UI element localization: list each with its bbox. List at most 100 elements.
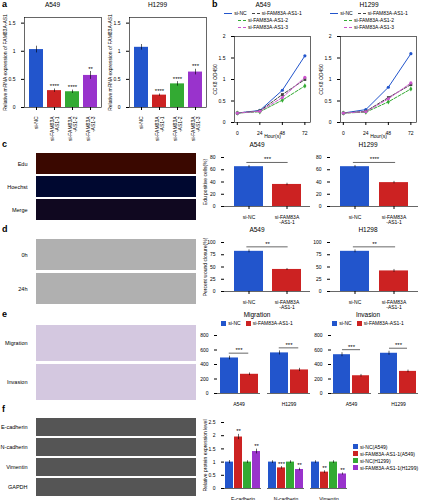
svg-text:****: **** — [173, 76, 183, 82]
svg-text:1.5: 1.5 — [114, 20, 121, 26]
svg-text:Relative mRNA expression of FA: Relative mRNA expression of FAM83A-AS1 — [107, 14, 113, 111]
svg-text:**: ** — [265, 241, 270, 247]
svg-text:40: 40 — [316, 179, 322, 185]
svg-text:Relative protein expression le: Relative protein expression level — [202, 420, 208, 492]
svg-text:1.5: 1.5 — [9, 20, 16, 26]
svg-text:A549: A549 — [233, 401, 245, 407]
svg-text:**: ** — [254, 443, 259, 449]
svg-text:****: **** — [68, 84, 78, 90]
svg-text:si-FAM83A-AS1-3: si-FAM83A-AS1-3 — [85, 116, 96, 141]
svg-text:Edu: Edu — [18, 161, 28, 167]
svg-text:2: 2 — [329, 33, 332, 39]
svg-text:0: 0 — [206, 390, 209, 396]
svg-text:GAPDH: GAPDH — [8, 484, 28, 490]
svg-text:si-NC: si-NC — [349, 299, 362, 305]
svg-text:0: 0 — [319, 203, 322, 209]
svg-text:0: 0 — [329, 119, 332, 125]
svg-text:**: ** — [236, 428, 241, 434]
svg-text:60: 60 — [316, 166, 322, 172]
svg-text:si-NC: si-NC — [33, 116, 39, 129]
svg-text:Relative mRNA expression of FA: Relative mRNA expression of FAM83A-AS1 — [2, 14, 8, 111]
svg-text:0.5: 0.5 — [9, 76, 16, 82]
svg-text:***: *** — [285, 342, 293, 348]
svg-text:Migration: Migration — [5, 340, 28, 346]
svg-text:CCK8 OD450: CCK8 OD450 — [212, 64, 218, 95]
svg-text:***: *** — [348, 344, 356, 350]
svg-text:si-FAM83A-AS1-1: si-FAM83A-AS1-1 — [382, 214, 407, 225]
svg-text:0: 0 — [118, 104, 121, 110]
svg-text:75: 75 — [210, 251, 216, 257]
svg-text:si-FAM83A-AS1-3: si-FAM83A-AS1-3 — [190, 116, 201, 141]
svg-text:72: 72 — [302, 130, 308, 136]
svg-text:***: *** — [395, 342, 403, 348]
svg-text:1: 1 — [329, 76, 332, 82]
svg-text:1.5: 1.5 — [219, 55, 226, 61]
svg-text:Edu positive cells(%): Edu positive cells(%) — [202, 158, 208, 205]
svg-text:2: 2 — [213, 432, 216, 438]
svg-text:24h: 24h — [18, 286, 27, 292]
svg-text:****: **** — [155, 88, 165, 94]
svg-text:0: 0 — [213, 485, 216, 491]
svg-text:50: 50 — [210, 264, 216, 270]
svg-text:1: 1 — [213, 459, 216, 465]
svg-text:si-NC: si-NC — [349, 214, 362, 220]
svg-text:****: **** — [50, 83, 60, 89]
svg-text:Hour(s): Hour(s) — [264, 133, 281, 139]
svg-text:600: 600 — [314, 347, 323, 353]
svg-text:200: 200 — [314, 376, 323, 382]
svg-text:24: 24 — [257, 130, 263, 136]
svg-text:600: 600 — [200, 347, 209, 353]
svg-text:si-FAM83A-AS1-1: si-FAM83A-AS1-1 — [275, 299, 300, 310]
svg-text:si-FAM83A-AS1-1: si-FAM83A-AS1-1 — [154, 116, 165, 141]
svg-text:80: 80 — [210, 154, 216, 160]
svg-text:**: ** — [372, 241, 377, 247]
svg-text:si-FAM83A-AS1-2: si-FAM83A-AS1-2 — [172, 116, 183, 141]
svg-text:25: 25 — [316, 276, 322, 282]
svg-text:1: 1 — [13, 48, 16, 54]
svg-text:1: 1 — [223, 76, 226, 82]
svg-text:****: **** — [370, 156, 380, 162]
svg-text:1.5: 1.5 — [325, 55, 332, 61]
svg-text:0h: 0h — [21, 252, 27, 258]
svg-text:si-NC: si-NC — [243, 299, 256, 305]
svg-text:20: 20 — [316, 191, 322, 197]
svg-text:800: 800 — [200, 332, 209, 338]
svg-text:20: 20 — [210, 191, 216, 197]
svg-text:CCK8 OD450: CCK8 OD450 — [318, 64, 324, 95]
svg-text:0.5: 0.5 — [219, 98, 226, 104]
svg-text:Hour(s): Hour(s) — [370, 133, 387, 139]
svg-text:si-FAM83A-AS1-1: si-FAM83A-AS1-1 — [49, 116, 60, 141]
svg-text:si-FAM83A-AS1-1: si-FAM83A-AS1-1 — [382, 299, 407, 310]
svg-text:Percent wound closure(%): Percent wound closure(%) — [202, 237, 208, 296]
svg-text:75: 75 — [316, 251, 322, 257]
svg-text:0: 0 — [319, 288, 322, 294]
svg-text:***: *** — [278, 461, 286, 467]
svg-text:si-NC: si-NC — [138, 116, 144, 129]
svg-text:si-NC: si-NC — [243, 214, 256, 220]
svg-text:**: ** — [340, 467, 345, 473]
svg-text:0: 0 — [342, 130, 345, 136]
svg-text:25: 25 — [210, 276, 216, 282]
svg-text:si-FAM83A-AS1-1: si-FAM83A-AS1-1 — [275, 214, 300, 225]
svg-text:***: *** — [192, 63, 200, 69]
svg-text:200: 200 — [200, 376, 209, 382]
svg-text:400: 400 — [200, 361, 209, 367]
svg-text:0.5: 0.5 — [114, 76, 121, 82]
svg-text:60: 60 — [210, 166, 216, 172]
svg-text:50: 50 — [316, 264, 322, 270]
svg-text:**: ** — [322, 465, 327, 471]
svg-text:H1299: H1299 — [282, 401, 297, 407]
svg-text:0: 0 — [213, 288, 216, 294]
svg-text:E-cadherin: E-cadherin — [1, 424, 28, 430]
svg-text:A549: A549 — [346, 401, 358, 407]
svg-text:80: 80 — [316, 154, 322, 160]
svg-text:0.5: 0.5 — [325, 98, 332, 104]
svg-text:24: 24 — [363, 130, 369, 136]
svg-text:1.5: 1.5 — [209, 446, 216, 452]
svg-text:1: 1 — [118, 48, 121, 54]
svg-text:100: 100 — [207, 239, 216, 245]
svg-text:400: 400 — [314, 361, 323, 367]
svg-text:0: 0 — [236, 130, 239, 136]
svg-text:Vimentin: Vimentin — [6, 464, 27, 470]
svg-text:H1299: H1299 — [391, 401, 406, 407]
